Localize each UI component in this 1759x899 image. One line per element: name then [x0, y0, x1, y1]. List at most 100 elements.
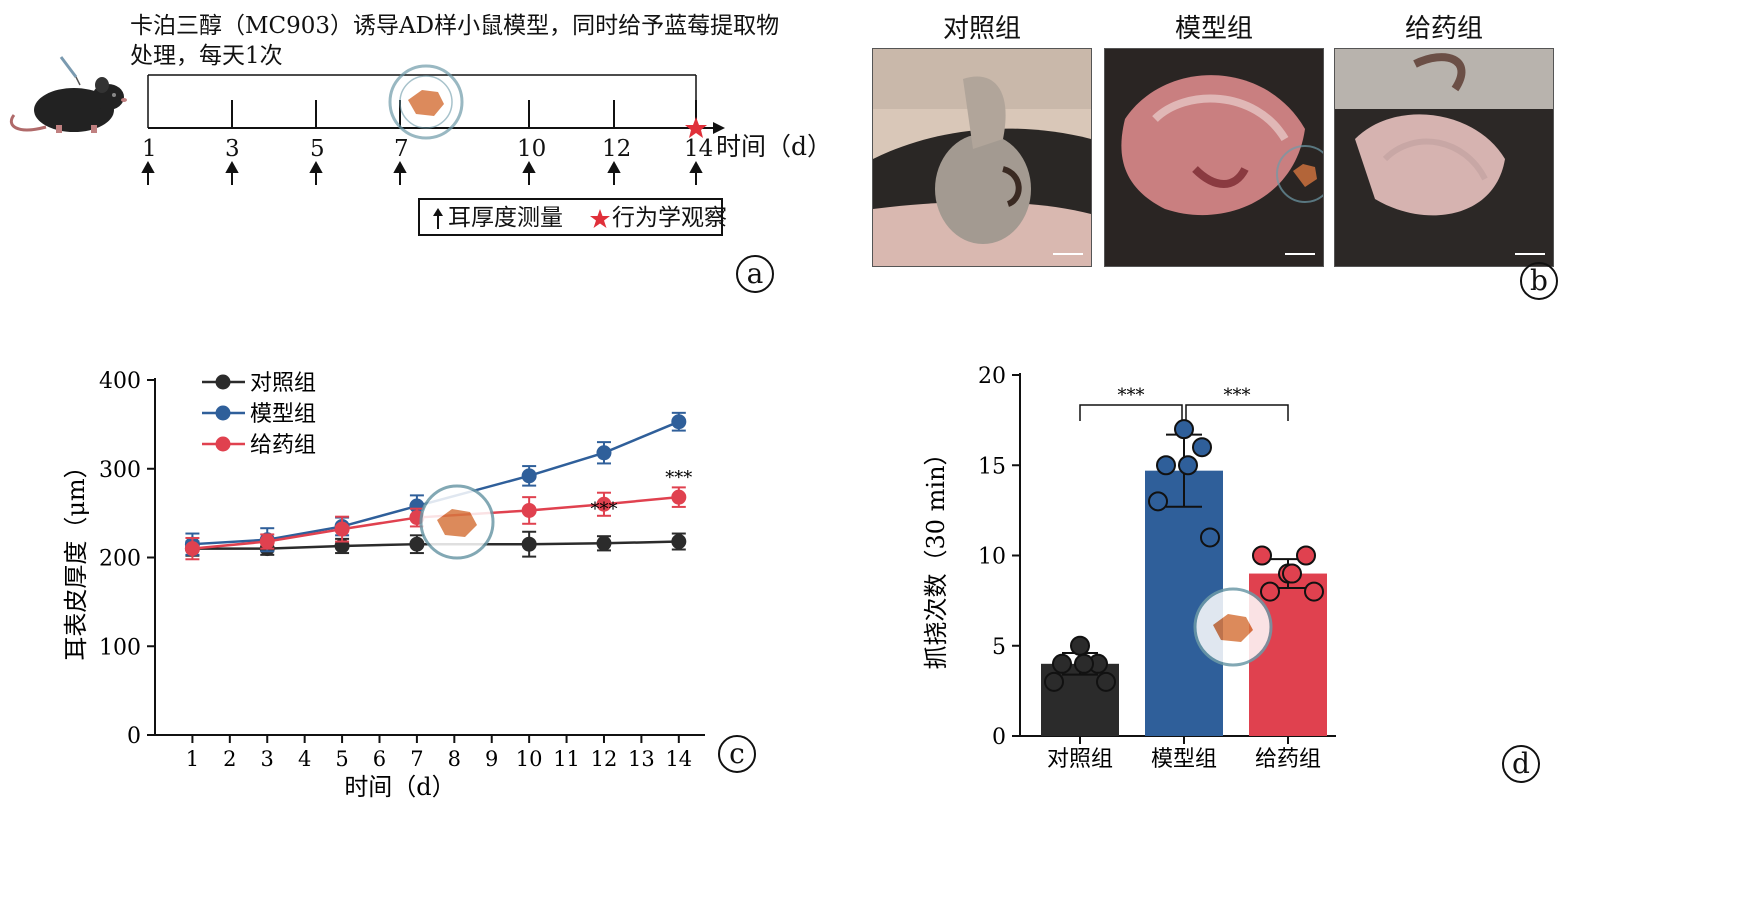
x-tick-label: 4 — [298, 747, 311, 771]
significance-label: *** — [1118, 385, 1145, 406]
significance-label: *** — [665, 468, 692, 489]
data-point — [1304, 581, 1324, 602]
data-point — [1044, 671, 1064, 692]
panel-c-letter: c — [718, 735, 756, 773]
x-axis-title: 时间（d） — [344, 773, 455, 799]
x-tick-label: 7 — [410, 747, 423, 771]
y-tick-label: 400 — [99, 369, 141, 394]
x-tick-label: 10 — [516, 747, 543, 771]
data-point — [1178, 455, 1198, 476]
panel-d-letter: d — [1502, 745, 1540, 783]
watermark-seal-icon — [388, 64, 464, 140]
watermark-map — [1213, 614, 1253, 642]
data-point — [1200, 527, 1220, 548]
x-tick-label: 9 — [485, 747, 498, 771]
data-point — [1296, 545, 1316, 566]
data-point — [1070, 635, 1090, 656]
y-axis-title: 抓挠次数（30 min） — [922, 441, 950, 669]
photo-title-control: 对照组 — [942, 14, 1021, 44]
x-tick-label: 对照组 — [1047, 747, 1113, 772]
data-point — [596, 496, 612, 512]
data-point — [521, 502, 537, 518]
y-axis-title: 耳表皮厚度（μm） — [62, 454, 90, 660]
significance-bracket — [1185, 404, 1289, 421]
data-point — [334, 521, 350, 537]
y-tick-label: 200 — [99, 547, 141, 572]
x-tick-label: 11 — [553, 747, 580, 771]
data-point — [671, 534, 687, 550]
timeline-legend: 耳厚度测量 行为学观察 — [418, 198, 727, 236]
data-point — [521, 468, 537, 484]
panel-a-letter: a — [736, 255, 774, 293]
data-point — [596, 535, 612, 551]
legend-marker — [215, 405, 231, 421]
legend-marker — [215, 436, 231, 452]
data-point — [1260, 581, 1280, 602]
measure-arrows — [141, 160, 703, 185]
x-tick-label: 12 — [591, 747, 618, 771]
data-point — [1192, 437, 1212, 458]
y-tick-label: 0 — [127, 724, 141, 749]
legend-behavior-label: 行为学观察 — [612, 205, 727, 231]
data-point — [1052, 653, 1072, 674]
panel-a-caption-line1: 卡泊三醇（MC903）诱导AD样小鼠模型，同时给予蓝莓提取物 — [130, 13, 780, 39]
data-point — [671, 414, 687, 430]
data-point — [1174, 419, 1194, 440]
significance-label: *** — [590, 499, 617, 520]
data-point — [184, 541, 200, 557]
timeline-day: 12 — [602, 136, 632, 162]
x-tick-label: 13 — [628, 747, 655, 771]
y-tick-label: 10 — [978, 545, 1006, 570]
y-tick-label: 0 — [992, 725, 1006, 750]
y-tick-label: 100 — [99, 635, 141, 660]
timeline-day: 10 — [517, 136, 547, 162]
data-point — [1096, 671, 1116, 692]
photo-title-model: 模型组 — [1174, 14, 1253, 44]
data-point — [409, 498, 425, 514]
y-tick-label: 20 — [978, 364, 1006, 389]
legend-label: 对照组 — [250, 371, 316, 396]
x-tick-label: 模型组 — [1151, 747, 1217, 772]
x-tick-label: 2 — [223, 747, 236, 771]
data-point — [409, 536, 425, 552]
legend-marker — [215, 374, 231, 390]
watermark-map — [437, 509, 477, 537]
data-point — [259, 534, 275, 550]
photo-model — [1104, 48, 1324, 267]
panel-b-letter: b — [1520, 262, 1558, 300]
timeline-day: 14 — [684, 136, 714, 162]
timeline-day: 5 — [310, 136, 325, 162]
bar-group-1 — [1041, 635, 1119, 736]
mouse-illustration-icon — [9, 56, 127, 133]
star-icon — [590, 209, 610, 228]
x-tick-label: 3 — [261, 747, 274, 771]
panel-a-caption-line2: 处理，每天1次 — [130, 43, 283, 69]
timeline-day: 3 — [225, 136, 240, 162]
watermark-seal-icon — [1193, 587, 1273, 667]
x-tick-label: 5 — [335, 747, 348, 771]
data-point — [671, 489, 687, 505]
data-point — [1156, 455, 1176, 476]
behavior-star-icon — [685, 117, 707, 138]
x-tick-label: 8 — [448, 747, 461, 771]
data-point — [1074, 653, 1094, 674]
x-tick-label: 6 — [373, 747, 386, 771]
data-point — [1252, 545, 1272, 566]
significance-bracket — [1079, 404, 1183, 421]
timeline-time-label: 时间（d） — [716, 132, 833, 161]
legend-label: 模型组 — [250, 402, 316, 427]
bar-group-2 — [1145, 419, 1223, 736]
photo-control — [872, 48, 1092, 267]
significance-label: *** — [1224, 385, 1251, 406]
timeline-day: 7 — [394, 136, 409, 162]
x-tick-label: 14 — [665, 747, 692, 771]
x-tick-label: 给药组 — [1255, 747, 1321, 772]
data-point — [1148, 491, 1168, 512]
y-tick-label: 300 — [99, 458, 141, 483]
arrow-up-icon — [433, 208, 443, 229]
bar-group-3 — [1249, 545, 1327, 736]
timeline-day: 1 — [142, 136, 157, 162]
legend-label: 给药组 — [250, 433, 316, 458]
photo-drug — [1334, 48, 1554, 267]
